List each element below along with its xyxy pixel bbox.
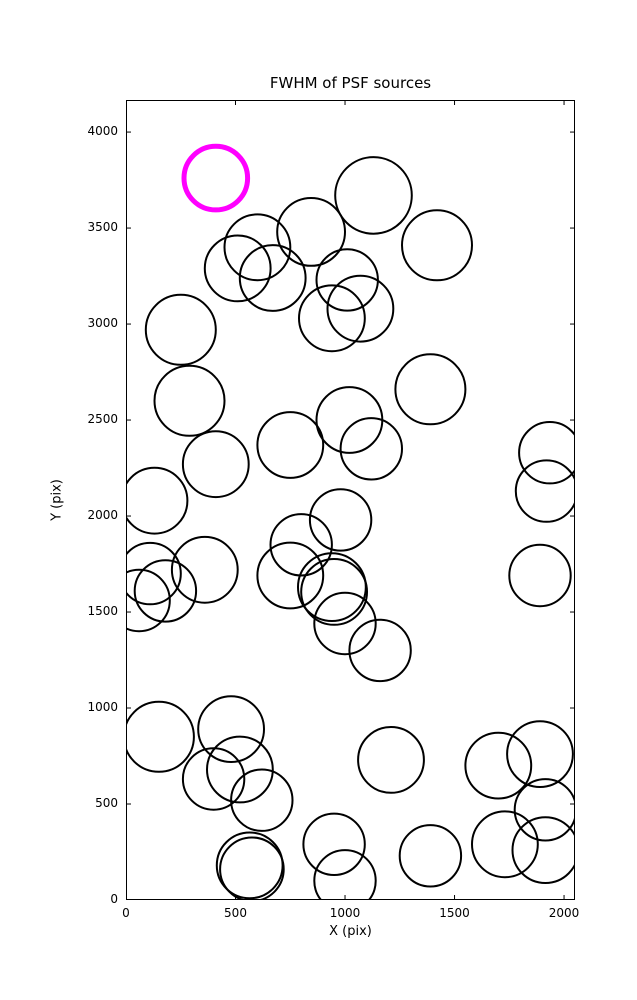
y-tick-label: 2000 [87,508,118,523]
psf-source-circle [256,411,325,479]
psf-source-circle [206,735,274,804]
psf-source-circle [181,430,250,499]
x-tick-labels: 0 500 1000 1500 2000 [122,904,579,922]
psf-source-circle [126,568,171,633]
psf-source-circle [223,213,292,282]
plot-area [126,100,575,900]
psf-source-circle [133,559,198,623]
psf-source-circle [514,459,575,523]
psf-source-circle [300,558,369,626]
x-tick-label: 1000 [329,906,361,920]
y-tick-label: 1000 [87,700,118,714]
psf-source-circle [508,543,572,608]
psf-source-circle [313,591,377,656]
psf-source-circle [464,731,533,800]
y-tick-label: 500 [95,796,118,810]
psf-source-circle [144,293,217,366]
axes-frame [126,100,575,900]
psf-source-circle [334,156,413,235]
psf-source-circle [197,695,265,763]
psf-source-circle [471,810,539,879]
scatter-plot [126,100,575,900]
psf-source-circle [153,364,226,437]
psf-source-circle [269,513,333,577]
psf-source-circle [126,466,189,535]
psf-source-circle [126,700,195,773]
psf-source-circle [256,541,325,610]
x-tick-label: 2000 [548,906,580,920]
psf-source-circle [326,274,395,343]
psf-source-circle [348,618,412,683]
psf-source-circle [230,768,294,832]
chart-title: FWHM of PSF sources [269,74,432,92]
x-axis-label: X (pix) [329,924,372,939]
psf-source-circle [315,386,384,454]
x-tick-label: 1500 [439,906,470,920]
psf-source-circle [401,209,473,282]
psf-source-circle [126,541,182,606]
y-tick-label: 4000 [87,124,118,139]
y-tick-labels: 0 500 1000 1500 2000 2500 3000 3500 4000 [0,100,120,906]
psf-source-circle [339,417,404,481]
psf-source-circle [238,244,307,312]
psf-source-circle [506,720,574,788]
psf-source-circle [276,196,347,267]
psf-source-circle [398,824,463,888]
x-tick-label: 500 [224,906,247,920]
psf-source-circle [313,849,377,900]
psf-source-circle [511,816,575,884]
psf-source-circle [357,726,425,794]
psf-source-circle [219,836,285,900]
psf-source-circle [513,778,575,842]
highlighted-source-circle [181,143,251,213]
psf-source-circle [394,353,467,426]
psf-source-circle [181,747,246,811]
psf-source-circle [302,812,366,876]
psf-source-circle [308,488,373,552]
y-tick-label: 2500 [87,412,118,427]
psf-source-circle [170,535,239,604]
y-tick-label: 3000 [87,316,118,331]
psf-source-circle [315,248,379,312]
y-tick-label: 0 [110,892,118,906]
psf-source-circle [298,284,366,353]
psf-source-circle [518,421,575,485]
x-tick-label: 0 [122,906,130,920]
y-tick-label: 3500 [87,220,118,235]
psf-source-circle [203,234,272,303]
y-tick-label: 1500 [87,604,118,619]
